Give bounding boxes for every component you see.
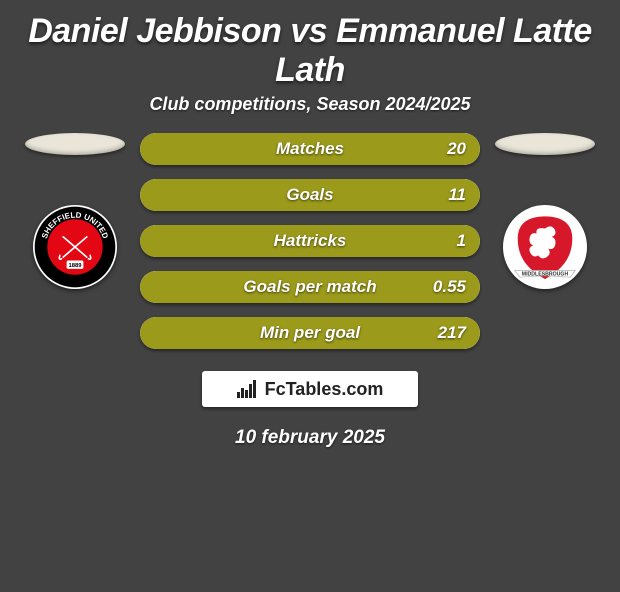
brand-text: FcTables.com xyxy=(265,379,384,400)
right-rating-pill xyxy=(495,133,595,155)
snapshot-date: 10 february 2025 xyxy=(0,427,620,449)
comparison-panel: SHEFFIELD UNITED F.C. 1889 xyxy=(0,133,620,349)
right-side: MIDDLESBROUGH xyxy=(495,133,595,289)
stat-row-value: 20 xyxy=(447,133,466,165)
stat-row: Min per goal217 xyxy=(140,317,480,349)
stat-row: Goals per match0.55 xyxy=(140,271,480,303)
stat-row-value: 11 xyxy=(448,179,466,211)
stat-row-value: 0.55 xyxy=(433,271,466,303)
stat-row: Goals11 xyxy=(140,179,480,211)
stat-row-fill xyxy=(140,271,480,303)
left-club-crest: SHEFFIELD UNITED F.C. 1889 xyxy=(33,205,117,289)
stat-row-fill xyxy=(140,225,480,257)
stat-row: Matches20 xyxy=(140,133,480,165)
page-title: Daniel Jebbison vs Emmanuel Latte Lath xyxy=(0,12,620,90)
stat-row-fill xyxy=(140,179,480,211)
page-subtitle: Club competitions, Season 2024/2025 xyxy=(0,94,620,115)
svg-text:MIDDLESBROUGH: MIDDLESBROUGH xyxy=(522,272,569,278)
left-side: SHEFFIELD UNITED F.C. 1889 xyxy=(25,133,125,289)
brand-badge: FcTables.com xyxy=(202,371,418,407)
svg-text:1889: 1889 xyxy=(68,263,82,269)
stat-row-fill xyxy=(140,317,480,349)
stat-row-value: 1 xyxy=(457,225,466,257)
right-club-crest: MIDDLESBROUGH xyxy=(503,205,587,289)
stat-bars: Matches20 Goals11 Hattricks1 Goals per matc… xyxy=(140,133,480,349)
brand-icon xyxy=(237,380,259,398)
stat-row-fill xyxy=(140,133,480,165)
stat-row-value: 217 xyxy=(438,317,466,349)
left-rating-pill xyxy=(25,133,125,155)
stat-row: Hattricks1 xyxy=(140,225,480,257)
